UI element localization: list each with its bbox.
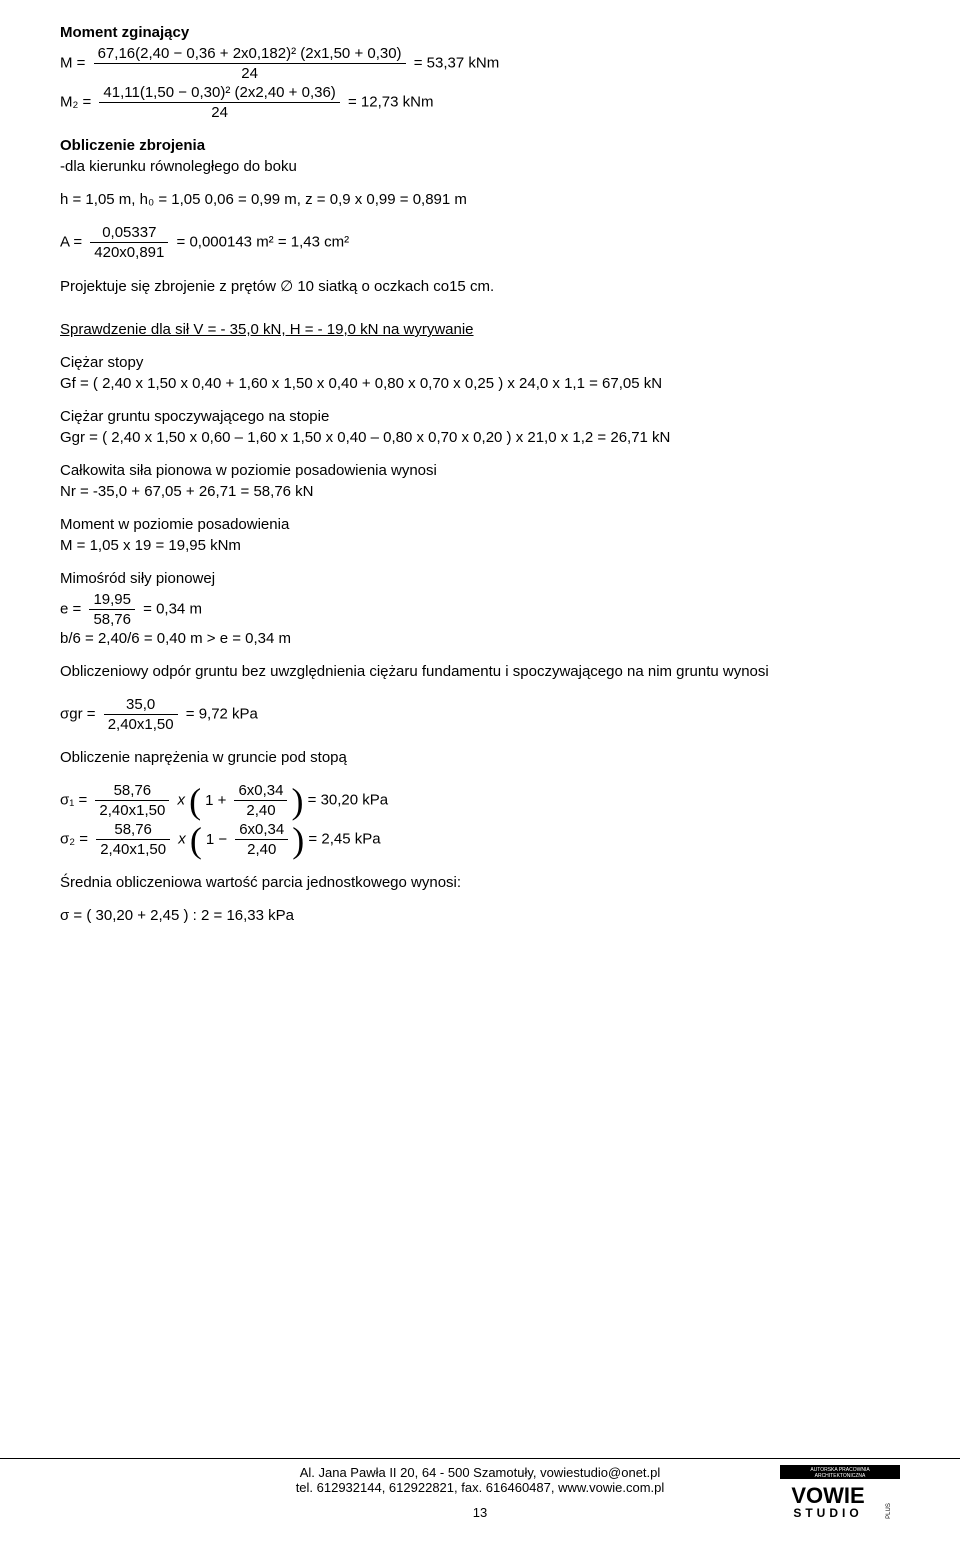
logo-main-text: VOWIE xyxy=(791,1483,864,1508)
equation-M: M = 67,16(2,40 − 0,36 + 2x0,182)² (2x1,5… xyxy=(60,45,900,82)
srednia-line: Średnia obliczeniowa wartość parcia jedn… xyxy=(60,874,900,891)
projektuje-line: Projektuje się zbrojenie z prętów ∅ 10 s… xyxy=(60,277,900,295)
equation-M2: M₂ = 41,11(1,50 − 0,30)² (2x2,40 + 0,36)… xyxy=(60,84,900,121)
e-result: = 0,34 m xyxy=(143,600,202,617)
sigma1-frac2-num: 6x0,34 xyxy=(234,782,287,801)
calkowita-title: Całkowita siła pionowa w poziomie posado… xyxy=(60,462,900,479)
section-title-obliczenie-zbrojenia: Obliczenie zbrojenia xyxy=(60,137,900,154)
section-title-moment: Moment zginający xyxy=(60,24,900,41)
sigma2-frac2: 6x0,34 2,40 xyxy=(235,821,288,858)
sigma1-frac1: 58,76 2,40x1,50 xyxy=(95,782,169,819)
a-prefix: A = xyxy=(60,233,86,250)
m-prefix: M = xyxy=(60,54,90,71)
mimosrod-title: Mimośród siły pionowej xyxy=(60,570,900,587)
a-result: = 0,000143 m² = 1,43 cm² xyxy=(177,233,350,250)
sigma1-frac2: 6x0,34 2,40 xyxy=(234,782,287,819)
subline-kierunek: -dla kierunku równoległego do boku xyxy=(60,158,900,175)
ciezar-gruntu-title: Ciężar gruntu spoczywającego na stopie xyxy=(60,408,900,425)
logo-mid-text: ARCHITEKTONICZNA xyxy=(815,1473,866,1479)
sigma1-frac2-den: 2,40 xyxy=(234,801,287,819)
m-numerator: 67,16(2,40 − 0,36 + 2x0,182)² (2x1,50 + … xyxy=(94,45,406,64)
b6-line: b/6 = 2,40/6 = 0,40 m > e = 0,34 m xyxy=(60,630,900,647)
e-fraction: 19,95 58,76 xyxy=(89,591,135,628)
h-values-line: h = 1,05 m, h₀ = 1,05 0,06 = 0,99 m, z =… xyxy=(60,191,900,208)
sigma2-result: = 2,45 kPa xyxy=(308,830,380,847)
m-denominator: 24 xyxy=(94,64,406,82)
section-title-sprawdzenie: Sprawdzenie dla sił V = - 35,0 kN, H = -… xyxy=(60,321,900,338)
sigma2-oneminus: 1 − xyxy=(206,831,227,848)
sigma-gr-prefix: σgr = xyxy=(60,705,100,722)
e-numerator: 19,95 xyxy=(89,591,135,610)
vowie-logo-icon: AUTORSKA PRACOWNIA ARCHITEKTONICZNA VOWI… xyxy=(780,1465,900,1521)
logo-sub-text: STUDIO xyxy=(793,1506,862,1520)
gf-line: Gf = ( 2,40 x 1,50 x 0,40 + 1,60 x 1,50 … xyxy=(60,375,900,392)
logo-plus-text: PLUS xyxy=(886,1503,892,1519)
ciezar-stopy-title: Ciężar stopy xyxy=(60,354,900,371)
e-prefix: e = xyxy=(60,600,85,617)
moment-posad-line: M = 1,05 x 19 = 19,95 kNm xyxy=(60,537,900,554)
sigma1-oneplus: 1 + xyxy=(205,792,226,809)
lparen-icon: ( xyxy=(189,783,201,819)
e-denominator: 58,76 xyxy=(89,610,135,628)
sigma2-bracket: ( 1 − 6x0,34 2,40 ) xyxy=(190,821,304,858)
moment-posad-title: Moment w poziomie posadowienia xyxy=(60,516,900,533)
equation-e: e = 19,95 58,76 = 0,34 m xyxy=(60,591,900,628)
lparen2-icon: ( xyxy=(190,822,202,858)
sigma-gr-denominator: 2,40x1,50 xyxy=(104,715,178,733)
sigma2-x: x xyxy=(178,830,186,847)
sigma-gr-result: = 9,72 kPa xyxy=(186,705,258,722)
rparen-icon: ) xyxy=(291,783,303,819)
sigma-gr-fraction: 35,0 2,40x1,50 xyxy=(104,696,178,733)
sigma-gr-numerator: 35,0 xyxy=(104,696,178,715)
sigma1-bracket: ( 1 + 6x0,34 2,40 ) xyxy=(189,782,303,819)
equation-sigma2: σ₂ = 58,76 2,40x1,50 x ( 1 − 6x0,34 2,40… xyxy=(60,821,900,858)
sigma2-frac2-num: 6x0,34 xyxy=(235,821,288,840)
sigma1-prefix: σ₁ = xyxy=(60,791,91,808)
a-numerator: 0,05337 xyxy=(90,224,168,243)
sigma1-frac1-num: 58,76 xyxy=(95,782,169,801)
sigma2-frac1-den: 2,40x1,50 xyxy=(96,840,170,858)
m2-fraction: 41,11(1,50 − 0,30)² (2x2,40 + 0,36) 24 xyxy=(99,84,339,121)
sigma2-frac1: 58,76 2,40x1,50 xyxy=(96,821,170,858)
sigma1-frac1-den: 2,40x1,50 xyxy=(95,801,169,819)
equation-A: A = 0,05337 420x0,891 = 0,000143 m² = 1,… xyxy=(60,224,900,261)
sigma1-x: x xyxy=(177,791,185,808)
sigma1-result: = 30,20 kPa xyxy=(308,791,388,808)
m2-result: = 12,73 kNm xyxy=(348,93,433,110)
page-footer: Al. Jana Pawła II 20, 64 - 500 Szamotuły… xyxy=(0,1458,960,1520)
a-fraction: 0,05337 420x0,891 xyxy=(90,224,168,261)
equation-sigma-gr: σgr = 35,0 2,40x1,50 = 9,72 kPa xyxy=(60,696,900,733)
sigma2-frac2-den: 2,40 xyxy=(235,840,288,858)
naprezenia-title: Obliczenie naprężenia w gruncie pod stop… xyxy=(60,749,900,766)
m2-denominator: 24 xyxy=(99,103,339,121)
ggr-line: Ggr = ( 2,40 x 1,50 x 0,60 – 1,60 x 1,50… xyxy=(60,429,900,446)
sigma2-frac1-num: 58,76 xyxy=(96,821,170,840)
a-denominator: 420x0,891 xyxy=(90,243,168,261)
rparen2-icon: ) xyxy=(292,822,304,858)
nr-line: Nr = -35,0 + 67,05 + 26,71 = 58,76 kN xyxy=(60,483,900,500)
m-fraction: 67,16(2,40 − 0,36 + 2x0,182)² (2x1,50 + … xyxy=(94,45,406,82)
m2-prefix: M₂ = xyxy=(60,93,95,110)
sigma-avg-line: σ = ( 30,20 + 2,45 ) : 2 = 16,33 kPa xyxy=(60,907,900,924)
odpor-text: Obliczeniowy odpór gruntu bez uwzględnie… xyxy=(60,663,900,680)
m-result: = 53,37 kNm xyxy=(414,54,499,71)
m2-numerator: 41,11(1,50 − 0,30)² (2x2,40 + 0,36) xyxy=(99,84,339,103)
sigma2-prefix: σ₂ = xyxy=(60,830,92,847)
equation-sigma1: σ₁ = 58,76 2,40x1,50 x ( 1 + 6x0,34 2,40… xyxy=(60,782,900,819)
